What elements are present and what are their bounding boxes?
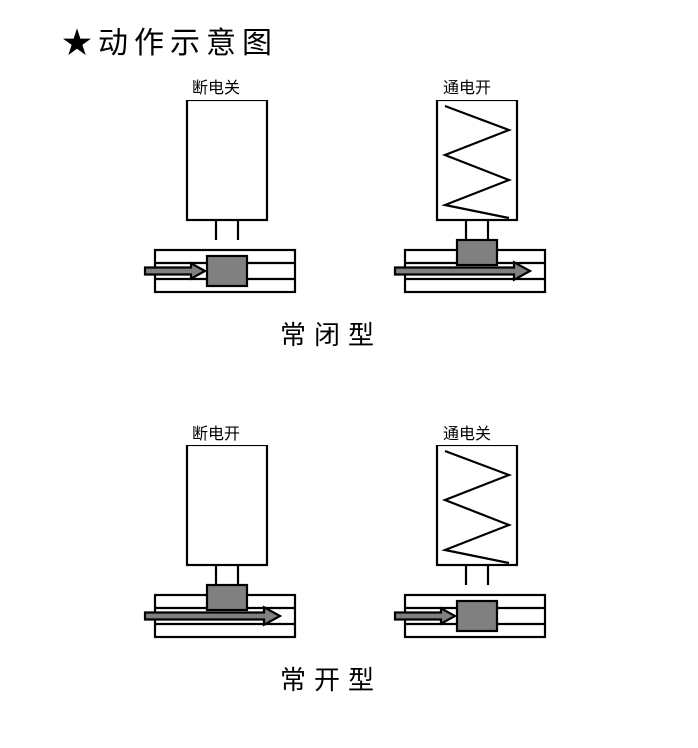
- page-title: ★动作示意图: [62, 18, 278, 62]
- valve-diagram: [375, 445, 575, 655]
- valve-diagram: [125, 445, 325, 655]
- diagram-page: ★动作示意图 常闭型 断电关 通电开常开型 断电开 通电关: [0, 0, 698, 748]
- row-subtitle: 常闭型: [280, 315, 382, 352]
- valve-label: 通电开: [443, 74, 491, 98]
- valve-label: 断电开: [192, 420, 240, 444]
- gate-block: [207, 585, 247, 610]
- row-subtitle: 常开型: [280, 660, 382, 697]
- gate-block: [457, 240, 497, 265]
- valve-label: 断电关: [192, 74, 240, 98]
- gate-block: [207, 256, 247, 286]
- valve-diagram: [125, 100, 325, 310]
- actuator-box: [187, 100, 267, 220]
- valve-diagram: [375, 100, 575, 310]
- gate-block: [457, 601, 497, 631]
- valve-label: 通电关: [443, 420, 491, 444]
- actuator-box: [187, 445, 267, 565]
